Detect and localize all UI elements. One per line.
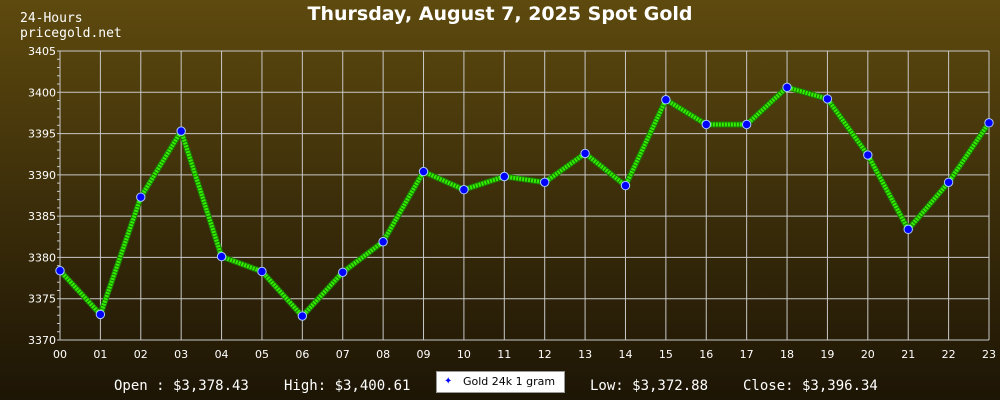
data-points [55,82,994,321]
data-point [55,265,65,276]
axes: 3370 3375 3380 3385 3390 3395 3400 3405 00 01 02 03… [28,45,996,361]
data-point [903,224,913,235]
x-tick-label: 07 [336,348,350,361]
x-tick-label: 11 [497,348,511,361]
data-point [741,119,752,130]
x-tick-label: 20 [861,348,875,361]
x-tick-label: 12 [538,348,552,361]
x-tick-label: 09 [417,348,431,361]
data-point [257,266,267,277]
data-point [943,177,954,187]
legend-marker-icon: ✦ [444,376,453,387]
x-tick-label: 08 [376,348,390,361]
series-line-shadow [57,84,992,320]
data-point [782,82,792,93]
data-point [580,148,590,159]
data-point [176,126,186,136]
x-tick-label: 18 [780,348,794,361]
data-point [297,311,308,321]
legend-label: Gold 24k 1 gram [463,375,556,388]
x-tick-label: 13 [578,348,592,361]
x-tick-label: 19 [820,348,834,361]
x-tick-label: 10 [457,348,471,361]
x-tick-label: 01 [93,348,107,361]
y-tick-label: 3375 [28,293,56,306]
data-point [338,267,348,277]
data-point [661,95,671,105]
data-point [984,118,994,128]
close-price: Close: $3,396.34 [743,378,878,394]
x-tick-label: 23 [982,348,996,361]
data-point [539,177,550,187]
y-tick-label: 3370 [28,334,56,347]
chart-title: Thursday, August 7, 2025 Spot Gold [307,3,693,25]
high-price: High: $3,400.61 [284,378,411,394]
data-point [418,166,429,177]
x-tick-label: 14 [618,348,632,361]
y-tick-label: 3380 [28,251,56,264]
x-tick-label: 21 [901,348,915,361]
y-tick-label: 3390 [28,169,56,182]
x-tick-label: 04 [215,348,229,361]
open-price: Open : $3,378.43 [114,378,249,394]
data-point [136,192,146,202]
data-point [863,150,873,160]
y-tick-label: 3400 [28,86,56,99]
data-point [620,180,631,191]
low-price: Low: $3,372.88 [590,378,709,394]
x-tick-label: 05 [255,348,269,361]
range-label: 24-Hours [20,11,83,26]
data-point [95,309,106,320]
data-point [701,119,711,130]
data-point [459,185,469,195]
x-tick-label: 00 [53,348,67,361]
series-line [58,85,991,319]
x-tick-label: 03 [174,348,188,361]
y-tick-label: 3395 [28,128,56,141]
y-tick-label: 3385 [28,210,56,223]
x-tick-label: 16 [699,348,713,361]
x-tick-label: 06 [295,348,309,361]
x-tick-label: 17 [740,348,754,361]
x-tick-label: 15 [659,348,673,361]
data-point [822,94,833,104]
data-point [378,237,388,247]
site-label: pricegold.net [20,26,122,41]
x-tick-label: 02 [134,348,148,361]
y-tick-label: 3405 [28,45,56,58]
x-tick-label: 22 [942,348,956,361]
series-line-layer [57,84,992,320]
data-point [216,251,227,262]
data-point [499,171,510,182]
legend: ✦ Gold 24k 1 gram [436,371,565,393]
